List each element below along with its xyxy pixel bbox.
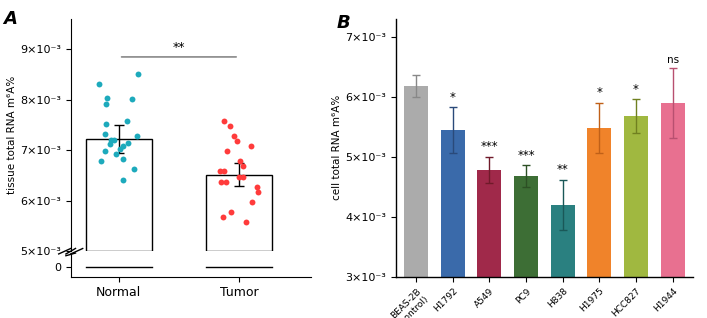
Bar xyxy=(551,205,575,277)
Point xyxy=(132,134,143,139)
Point xyxy=(252,184,263,189)
Point xyxy=(93,81,105,86)
Point xyxy=(110,152,122,157)
Text: *: * xyxy=(597,86,602,99)
Point xyxy=(218,119,230,124)
Point xyxy=(220,179,231,184)
Text: ***: *** xyxy=(518,149,535,162)
Point xyxy=(231,255,243,260)
Bar xyxy=(477,170,501,277)
Point xyxy=(218,169,229,174)
Point xyxy=(101,96,112,101)
Bar xyxy=(624,116,648,277)
Point xyxy=(105,137,117,142)
Point xyxy=(241,219,252,225)
Point xyxy=(238,174,249,179)
Point xyxy=(99,149,110,154)
Point xyxy=(228,134,239,139)
Point xyxy=(226,209,237,214)
Point xyxy=(117,177,129,183)
Point xyxy=(114,147,125,152)
Point xyxy=(100,121,112,127)
Text: *: * xyxy=(633,83,639,96)
Point xyxy=(234,159,245,164)
Bar xyxy=(661,103,684,277)
Point xyxy=(245,144,256,149)
Point xyxy=(252,189,264,194)
Point xyxy=(217,214,228,219)
Text: **: ** xyxy=(173,41,185,54)
Bar xyxy=(86,139,152,251)
Text: *: * xyxy=(450,91,456,104)
Bar xyxy=(514,176,538,277)
Point xyxy=(117,144,129,149)
Bar xyxy=(441,130,464,277)
Point xyxy=(221,149,233,154)
Y-axis label: cell total RNA m⁶A%: cell total RNA m⁶A% xyxy=(332,95,342,200)
Point xyxy=(215,169,226,174)
Point xyxy=(127,97,138,102)
Point xyxy=(233,174,245,179)
Point xyxy=(117,157,129,162)
Point xyxy=(237,164,248,169)
Bar xyxy=(206,175,272,251)
Point xyxy=(132,71,144,76)
Point xyxy=(108,138,119,143)
Point xyxy=(100,102,112,107)
Y-axis label: tissue total RNA m⁶A%: tissue total RNA m⁶A% xyxy=(7,76,17,194)
Point xyxy=(122,140,134,145)
Text: B: B xyxy=(337,14,350,32)
Point xyxy=(122,119,133,124)
Point xyxy=(128,167,139,172)
Text: ns: ns xyxy=(667,55,679,65)
Point xyxy=(216,179,227,184)
Text: **: ** xyxy=(557,163,568,176)
Point xyxy=(225,123,236,128)
Text: ***: *** xyxy=(481,140,498,153)
Point xyxy=(99,132,110,137)
Point xyxy=(246,199,257,204)
Text: A: A xyxy=(4,10,17,28)
Point xyxy=(231,139,243,144)
Point xyxy=(105,142,116,147)
Bar xyxy=(588,128,612,277)
Bar xyxy=(404,86,428,277)
Point xyxy=(95,159,106,164)
